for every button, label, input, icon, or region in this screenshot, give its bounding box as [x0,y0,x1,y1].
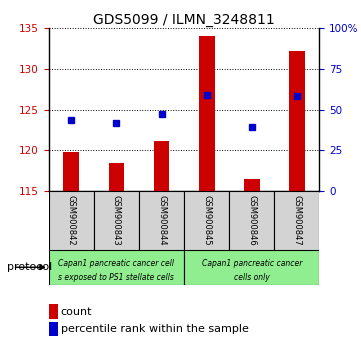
Text: GSM900842: GSM900842 [67,195,76,246]
Text: GSM900847: GSM900847 [292,195,301,246]
Bar [274,191,319,250]
Bar [109,164,124,191]
Text: count: count [61,307,92,316]
Bar [154,142,169,191]
Text: GSM900846: GSM900846 [247,195,256,246]
Text: protocol: protocol [7,262,52,272]
Text: Capan1 pancreatic cancer: Capan1 pancreatic cancer [201,259,302,268]
Bar [184,250,319,285]
Bar [289,51,305,191]
Bar [64,152,79,191]
Title: GDS5099 / ILMN_3248811: GDS5099 / ILMN_3248811 [93,13,275,27]
Text: GSM900845: GSM900845 [202,195,211,246]
Text: Capan1 pancreatic cancer cell: Capan1 pancreatic cancer cell [58,259,174,268]
Text: percentile rank within the sample: percentile rank within the sample [61,324,248,334]
Text: s exposed to PS1 stellate cells: s exposed to PS1 stellate cells [58,273,174,282]
Text: GSM900844: GSM900844 [157,195,166,246]
Bar [139,191,184,250]
Bar [49,191,94,250]
Bar [184,191,229,250]
Bar [49,250,184,285]
Bar [244,179,260,191]
Bar [199,36,214,191]
Text: GSM900843: GSM900843 [112,195,121,246]
Bar [94,191,139,250]
Bar [229,191,274,250]
Text: cells only: cells only [234,273,270,282]
